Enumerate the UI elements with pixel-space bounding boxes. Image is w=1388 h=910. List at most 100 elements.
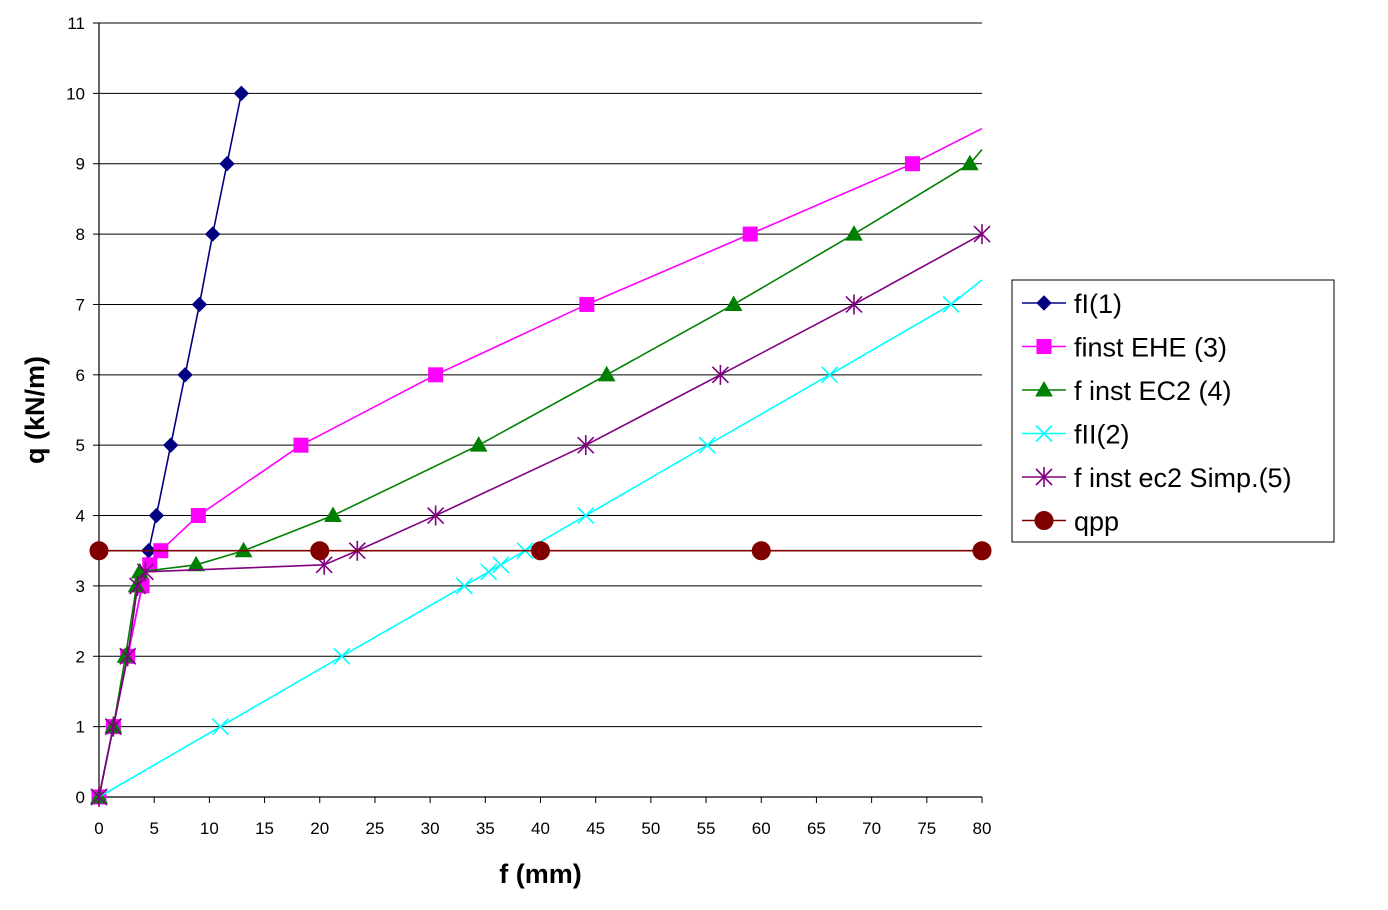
series-line (98, 233, 983, 798)
data-point (148, 507, 165, 524)
legend-item: f inst EC2 (4) (1022, 376, 1232, 406)
y-tick-label: 7 (76, 295, 85, 314)
data-point (187, 555, 205, 572)
data-point (577, 506, 595, 525)
legend-items: fI(1) finst EHE (3) f inst EC2 (4) fII(2) f … (1022, 289, 1292, 537)
x-tick-label: 10 (200, 819, 219, 838)
series-2 (90, 149, 983, 804)
data-point (104, 716, 122, 737)
data-point (742, 226, 758, 242)
y-tick-label: 0 (76, 788, 85, 807)
series-1 (91, 127, 983, 805)
data-point (119, 646, 137, 667)
data-point (293, 437, 309, 453)
data-point (942, 295, 960, 314)
legend-item: qpp (1022, 507, 1119, 537)
y-tick-label: 8 (76, 225, 85, 244)
data-point (204, 226, 221, 242)
series-line (98, 279, 983, 798)
x-tick-label: 5 (149, 819, 158, 838)
x-tick-label: 25 (365, 819, 384, 838)
data-point (233, 85, 250, 102)
legend-label: fI(1) (1074, 289, 1122, 319)
data-point (973, 224, 991, 245)
data-point (531, 541, 550, 561)
grid-lines (99, 22, 982, 728)
data-point (427, 505, 445, 526)
series-line (98, 149, 983, 798)
y-tick-label: 3 (76, 577, 85, 596)
data-point (234, 541, 253, 558)
legend-label: fII(2) (1074, 420, 1130, 450)
x-tick-label: 20 (310, 819, 329, 838)
x-tick-label: 45 (586, 819, 605, 838)
legend-swatch-marker (1035, 424, 1053, 443)
data-point (821, 366, 839, 384)
data-point (972, 541, 992, 561)
x-tick-labels: 0 5 10 15 20 25 30 35 40 45 50 55 60 65 70 75 80 (94, 819, 991, 838)
y-tick-label: 10 (66, 84, 85, 103)
data-point (428, 367, 444, 383)
y-tick-label: 6 (76, 366, 85, 385)
data-point (751, 541, 771, 561)
y-axis-title: q (kN/m) (20, 356, 50, 464)
data-point (455, 577, 473, 595)
x-tick-label: 65 (807, 819, 826, 838)
data-point (597, 365, 616, 382)
data-point (136, 561, 154, 582)
data-point (324, 506, 342, 523)
legend-box (1011, 279, 1335, 543)
series-line (98, 127, 983, 798)
data-point (845, 294, 863, 315)
data-point (698, 436, 716, 454)
data-point (480, 563, 498, 581)
legend-item: f inst ec2 Simp.(5) (1022, 463, 1292, 493)
x-tick-label: 15 (255, 819, 274, 838)
data-point (469, 436, 488, 452)
x-tick-label: 40 (531, 819, 550, 838)
x-tick-label: 75 (917, 819, 936, 838)
series-5 (89, 541, 992, 561)
y-tick-label: 11 (67, 14, 85, 33)
data-point (577, 435, 595, 456)
data-point (90, 787, 108, 807)
y-tick-label: 4 (76, 507, 85, 526)
data-point (163, 437, 179, 453)
x-tick-label: 55 (697, 819, 716, 838)
y-tick-label: 2 (76, 647, 85, 666)
data-point (492, 556, 510, 574)
y-tick-label: 5 (76, 436, 85, 455)
x-axis-title: f (mm) (499, 859, 582, 889)
legend-swatch-marker (1035, 380, 1053, 397)
data-point (904, 156, 920, 172)
data-point (177, 367, 193, 383)
legend-label: qpp (1074, 507, 1119, 537)
data-point (211, 718, 229, 736)
data-point (845, 225, 863, 241)
x-tick-label: 35 (476, 819, 495, 838)
series-layer (89, 85, 992, 807)
y-tick-labels: 0 1 2 3 4 5 6 7 8 9 10 11 (66, 14, 85, 807)
x-tick-label: 60 (752, 819, 771, 838)
legend-swatch-marker (1034, 511, 1054, 530)
x-tick-label: 30 (421, 819, 440, 838)
legend-label: finst EHE (3) (1074, 333, 1227, 363)
legend-label: f inst ec2 Simp.(5) (1074, 463, 1292, 493)
data-point (711, 364, 729, 385)
data-point (191, 296, 208, 313)
legend-label: f inst EC2 (4) (1074, 376, 1232, 406)
y-tick-label: 1 (76, 718, 85, 737)
data-point (310, 541, 330, 561)
x-tick-label: 50 (641, 819, 660, 838)
x-tick-label: 80 (973, 819, 992, 838)
x-tick-label: 0 (94, 819, 103, 838)
data-point (960, 154, 979, 171)
data-point (190, 508, 206, 524)
legend-item: fII(2) (1022, 420, 1130, 450)
legend-swatch-marker (1035, 467, 1053, 487)
y-tick-label: 9 (76, 155, 85, 174)
data-point (89, 541, 109, 561)
x-tick-label: 70 (862, 819, 881, 838)
data-point (724, 295, 743, 311)
